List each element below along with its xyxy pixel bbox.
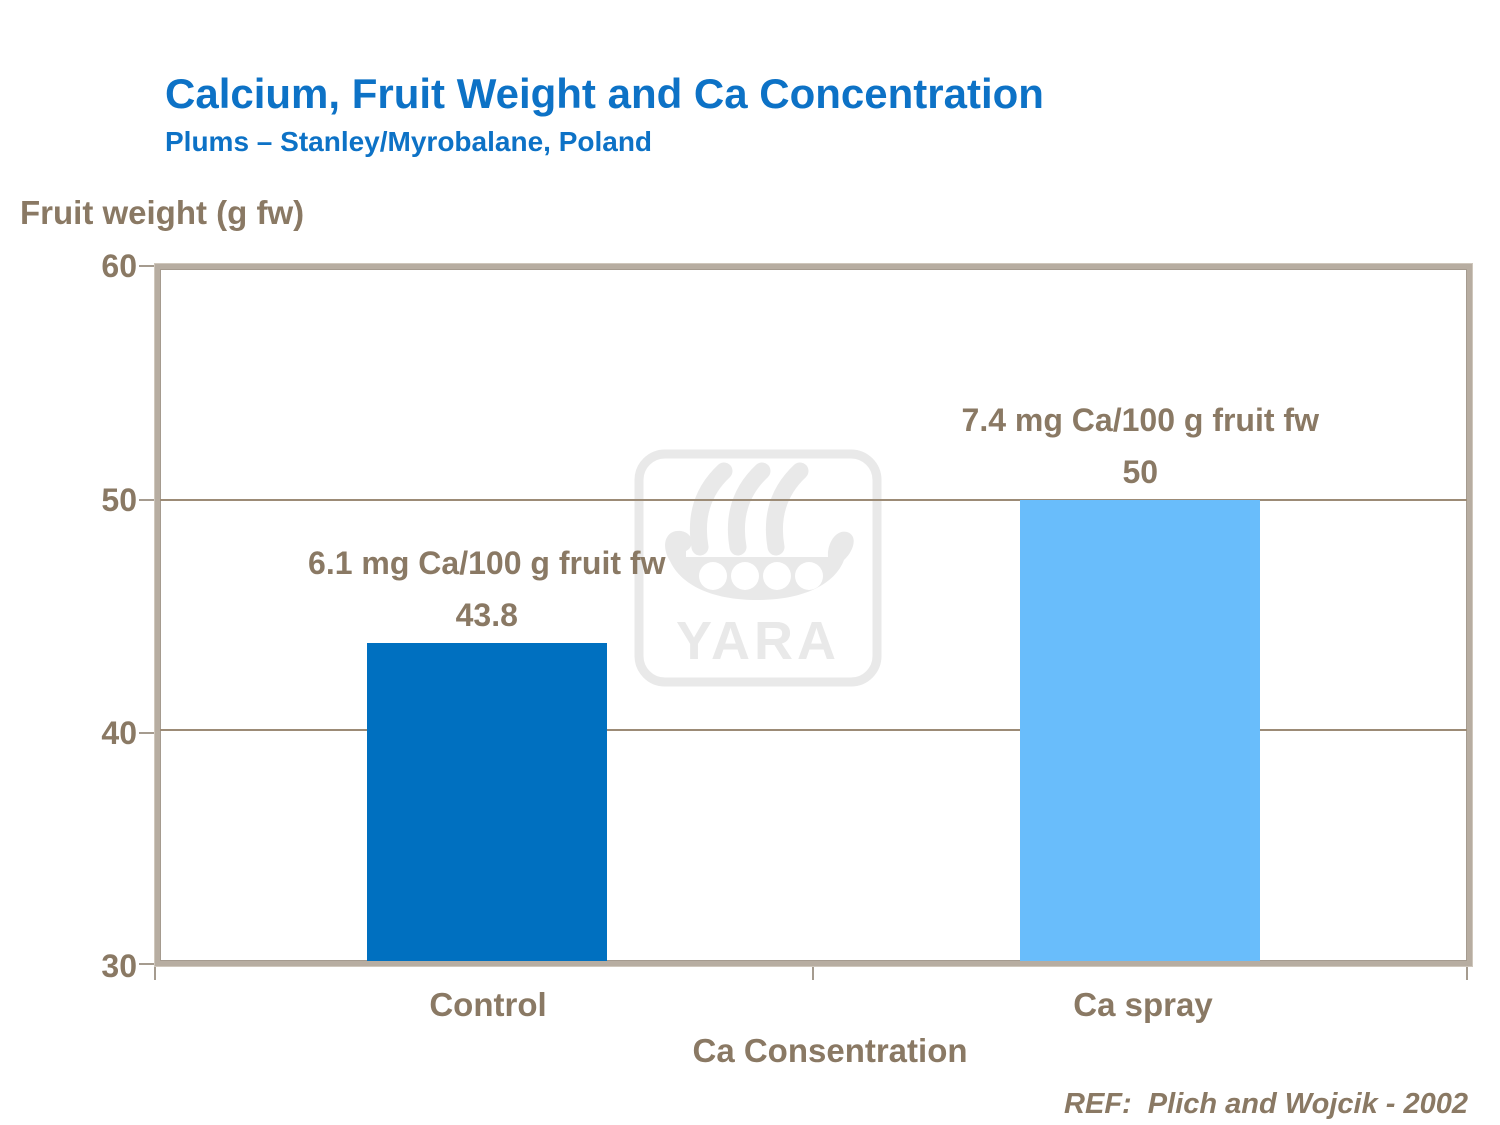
x-axis-tick-right	[1466, 964, 1468, 980]
logo-shield-4	[795, 562, 823, 590]
y-axis-tick-30	[139, 963, 156, 965]
y-axis-tick-60	[139, 265, 156, 267]
logo-shield-1	[699, 562, 727, 590]
annotation-ca-spray: 7.4 mg Ca/100 g fruit fw	[961, 401, 1319, 438]
logo-wordmark: YARA	[676, 611, 840, 671]
logo-sail-3	[765, 462, 809, 556]
category-label-ca-spray: Ca spray	[1073, 986, 1213, 1023]
yara-logo-watermark: YARA	[634, 449, 882, 687]
y-axis-tick-50	[139, 499, 156, 501]
bar-control	[366, 642, 607, 961]
bar-labels-ca-spray: 7.4 mg Ca/100 g fruit fw 50	[760, 400, 1500, 492]
gridline-40	[160, 729, 1467, 732]
x-axis-tick-left	[154, 964, 156, 980]
y-tick-label-40: 40	[101, 715, 137, 751]
bar-ca-spray	[1020, 499, 1261, 961]
x-axis-title: Ca Consentration	[692, 1032, 968, 1069]
reference-citation: REF: Plich and Wojcik - 2002	[1064, 1088, 1468, 1120]
bar-labels-control: 6.1 mg Ca/100 g fruit fw 43.8	[107, 543, 867, 635]
y-tick-label-60: 60	[101, 248, 137, 284]
logo-frame	[634, 449, 882, 687]
logo-shield-3	[763, 562, 791, 590]
value-label-control: 43.8	[455, 596, 518, 633]
logo-shield-2	[731, 562, 759, 590]
y-axis-tick-40	[139, 732, 156, 734]
plot-area: YARA 6.1 mg Ca/100 g fruit fw 43.8 7.4 m…	[155, 264, 1472, 966]
y-axis-title: Fruit weight (g fw)	[20, 194, 305, 231]
logo-sail-2	[727, 462, 771, 556]
gridline-50	[160, 498, 1467, 501]
value-label-ca-spray: 50	[1122, 453, 1159, 490]
logo-sail-1	[689, 462, 733, 556]
annotation-control: 6.1 mg Ca/100 g fruit fw	[308, 544, 666, 581]
category-label-control: Control	[429, 986, 547, 1023]
x-axis-tick-middle	[812, 964, 814, 980]
y-tick-label-30: 30	[101, 948, 137, 984]
chart-subtitle: Plums – Stanley/Myrobalane, Poland	[165, 126, 653, 157]
chart-title: Calcium, Fruit Weight and Ca Concentrati…	[165, 70, 1044, 117]
y-tick-label-50: 50	[101, 482, 137, 518]
